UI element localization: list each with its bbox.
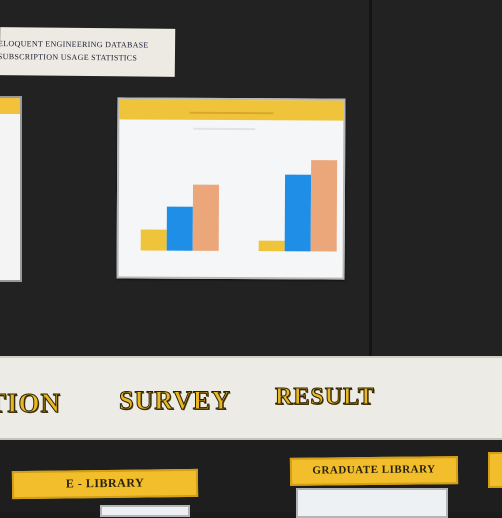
left-poster-header-strip: [0, 98, 20, 114]
banner-word-1: TION: [0, 388, 62, 419]
usage-statistics-label: ELOQUENT ENGINEERING DATABASE SUBSCRIPTI…: [0, 27, 176, 77]
bar-chart-poster: [116, 97, 346, 280]
banner-word-2: SURVEY: [119, 386, 231, 416]
survey-result-banner: TION SURVEY RESULT: [0, 356, 502, 440]
bar-chart: [140, 160, 338, 252]
bar-1-3: [192, 184, 220, 251]
bar-2-3: [310, 160, 338, 252]
board-seam: [369, 0, 372, 356]
label-line-2: SUBSCRIPTION USAGE STATISTICS: [0, 52, 138, 63]
graduate-library-label: GRADUATE LIBRARY: [289, 456, 459, 486]
graduate-library-poster: [296, 488, 448, 518]
e-library-poster: [100, 505, 190, 517]
e-library-label: E - LIBRARY: [11, 468, 199, 500]
banner-word-3: RESULT: [275, 384, 375, 411]
bar-1-1: [140, 229, 167, 251]
left-partial-poster: [0, 96, 22, 282]
bar-1-2: [166, 206, 193, 251]
bar-2-2: [284, 174, 312, 252]
bar-2-1: [258, 240, 285, 252]
right-partial-label: [488, 452, 502, 488]
